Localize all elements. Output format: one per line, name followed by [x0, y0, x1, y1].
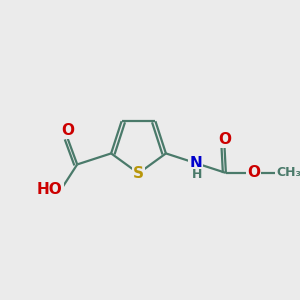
Text: CH₃: CH₃	[277, 167, 300, 179]
Text: O: O	[247, 165, 260, 180]
Text: O: O	[61, 123, 74, 138]
Text: H: H	[192, 168, 202, 181]
Text: N: N	[190, 156, 202, 171]
Text: HO: HO	[37, 182, 63, 196]
Text: O: O	[218, 132, 231, 147]
Text: S: S	[133, 166, 144, 181]
